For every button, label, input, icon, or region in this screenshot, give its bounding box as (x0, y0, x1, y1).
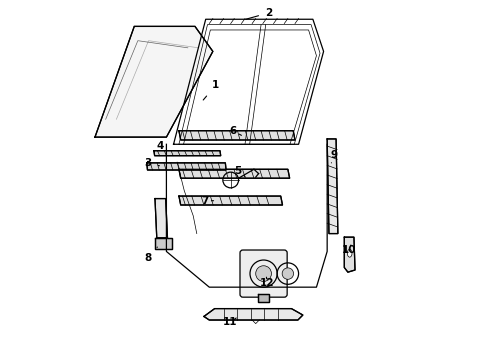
Polygon shape (204, 309, 303, 320)
Text: 5: 5 (234, 166, 245, 176)
FancyBboxPatch shape (240, 250, 287, 297)
Polygon shape (155, 238, 172, 249)
Text: 2: 2 (246, 8, 272, 19)
Polygon shape (155, 199, 168, 238)
Circle shape (256, 266, 271, 282)
Polygon shape (179, 169, 290, 178)
Text: 4: 4 (156, 141, 167, 151)
Text: 7: 7 (201, 196, 214, 206)
Text: 12: 12 (260, 277, 274, 288)
Polygon shape (179, 131, 295, 140)
Circle shape (282, 268, 294, 279)
Text: 9: 9 (331, 150, 338, 163)
Polygon shape (154, 151, 220, 156)
Text: 8: 8 (144, 247, 157, 262)
Polygon shape (147, 163, 226, 170)
Text: 6: 6 (229, 126, 242, 136)
Polygon shape (258, 294, 270, 302)
Text: 10: 10 (342, 245, 356, 255)
Text: 1: 1 (203, 80, 220, 100)
Polygon shape (179, 196, 283, 205)
Polygon shape (327, 139, 338, 234)
Text: 11: 11 (223, 317, 237, 327)
Polygon shape (344, 237, 355, 272)
Ellipse shape (347, 249, 352, 257)
Polygon shape (95, 26, 213, 137)
Text: 3: 3 (144, 158, 159, 168)
